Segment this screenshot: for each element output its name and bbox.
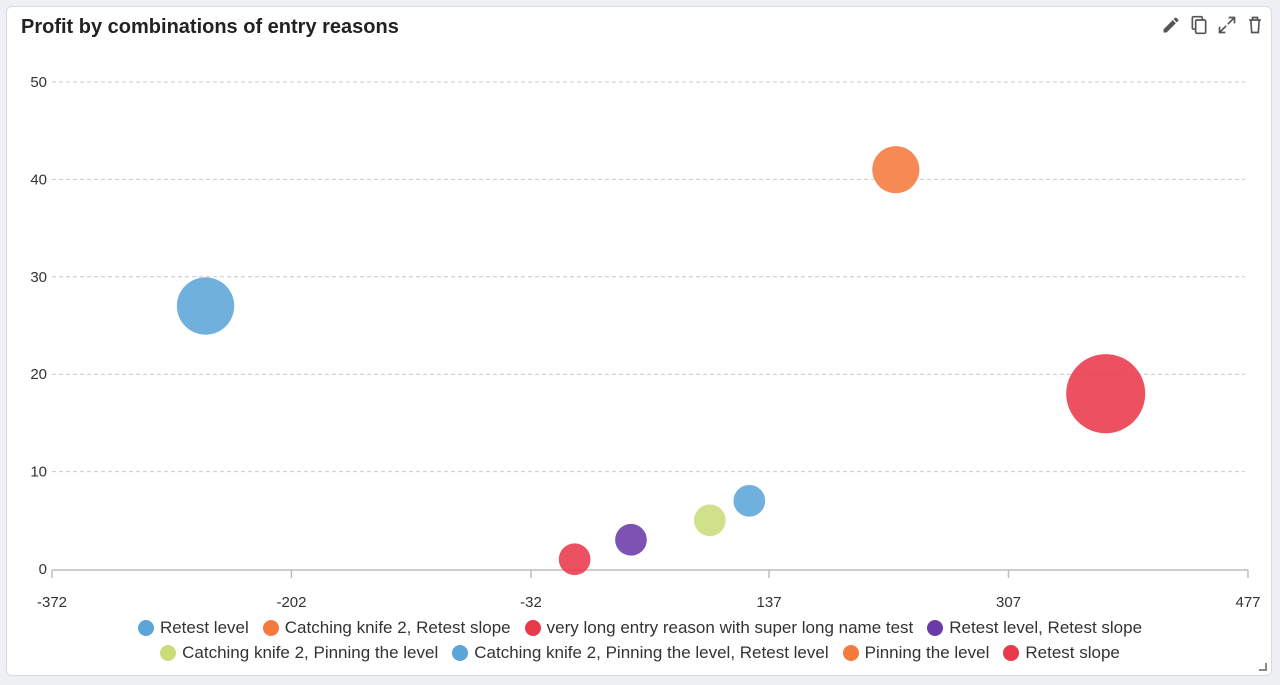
resize-handle[interactable] — [1259, 663, 1267, 671]
y-tick-label: 40 — [30, 171, 47, 188]
y-tick-label: 20 — [30, 366, 47, 383]
legend-swatch — [927, 619, 944, 636]
expand-button[interactable] — [1217, 15, 1237, 35]
chart-legend: Retest level Catching knife 2, Retest slo… — [7, 615, 1273, 665]
data-point — [558, 543, 591, 576]
copy-icon — [1191, 15, 1207, 35]
legend-item[interactable]: Catching knife 2, Pinning the level — [160, 643, 438, 663]
legend-label: Pinning the level — [864, 642, 990, 662]
chart-widget: Profit by combinations of entry reasons … — [6, 6, 1272, 676]
legend-item[interactable]: very long entry reason with super long n… — [524, 617, 914, 638]
legend-label: Retest slope — [1025, 642, 1120, 662]
legend-swatch — [524, 619, 541, 636]
legend-swatch — [1003, 644, 1020, 661]
legend-label: Catching knife 2, Pinning the level, Ret… — [474, 642, 829, 662]
x-tick-label: 477 — [1235, 594, 1260, 611]
x-tick-label: 307 — [996, 594, 1021, 611]
data-point — [733, 484, 766, 517]
y-tick-label: 10 — [30, 464, 47, 481]
legend-swatch — [137, 619, 154, 636]
x-tick-label: 137 — [757, 594, 782, 611]
x-tick-label: -32 — [520, 594, 542, 611]
y-tick-label: 30 — [30, 269, 47, 286]
legend-item[interactable]: Pinning the level — [842, 642, 990, 663]
legend-item[interactable]: Retest slope — [1003, 643, 1120, 663]
edit-button[interactable] — [1161, 15, 1181, 35]
widget-title: Profit by combinations of entry reasons — [21, 16, 399, 38]
edit-icon — [1163, 17, 1179, 33]
widget-toolbar — [1161, 15, 1265, 35]
legend-label: Catching knife 2, Pinning the level — [182, 642, 439, 662]
y-tick-label: 0 — [39, 561, 47, 578]
duplicate-button[interactable] — [1189, 15, 1209, 35]
legend-label: Catching knife 2, Retest slope — [284, 617, 511, 637]
data-point — [872, 146, 920, 194]
legend-swatch — [452, 644, 469, 661]
legend-row: Catching knife 2, Pinning the level Catch… — [7, 640, 1273, 665]
data-point — [694, 504, 726, 537]
legend-row: Retest level Catching knife 2, Retest slo… — [7, 615, 1273, 640]
data-point — [615, 523, 647, 556]
legend-swatch — [262, 619, 279, 636]
legend-label: Retest level, Retest slope — [949, 617, 1143, 637]
data-point — [1066, 354, 1146, 434]
legend-item[interactable]: Catching knife 2, Pinning the level, Ret… — [452, 642, 829, 663]
delete-icon — [1249, 16, 1261, 34]
legend-item[interactable]: Catching knife 2, Retest slope — [262, 617, 511, 638]
legend-item[interactable]: Retest level, Retest slope — [927, 618, 1142, 638]
legend-swatch — [160, 644, 177, 661]
legend-label: Retest level — [159, 617, 249, 637]
legend-label: very long entry reason with super long n… — [546, 617, 914, 637]
x-tick-label: -372 — [37, 594, 67, 611]
x-tick-label: -202 — [276, 594, 306, 611]
data-point — [176, 277, 235, 335]
expand-icon — [1218, 16, 1236, 34]
y-tick-label: 50 — [30, 74, 47, 91]
chart-plot: 0 10 20 30 40 50 -372 -202 -32 137 307 477 — [30, 74, 1260, 611]
legend-item[interactable]: Retest level — [137, 617, 249, 638]
delete-button[interactable] — [1245, 15, 1265, 35]
legend-swatch — [842, 644, 859, 661]
